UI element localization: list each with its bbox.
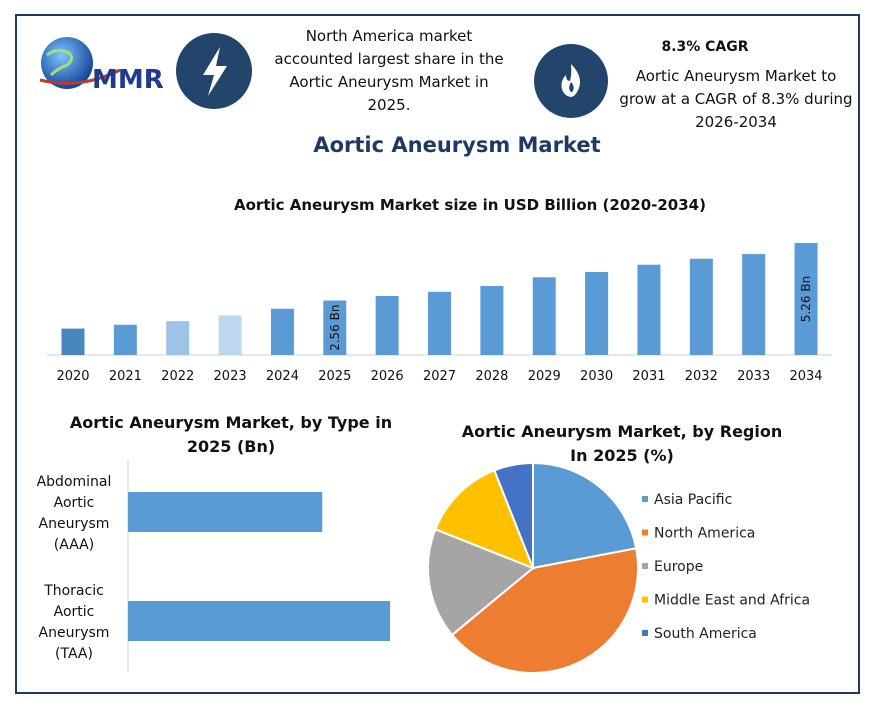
fire-icon <box>534 44 608 118</box>
bar <box>166 321 190 355</box>
bar <box>270 308 294 355</box>
bar <box>532 277 556 355</box>
pie-slice <box>450 547 639 674</box>
bar <box>113 324 137 355</box>
frame <box>15 14 860 694</box>
logo-text: MMR <box>92 65 164 95</box>
y-tick-label: Abdominal Aortic Aneurysm (AAA) <box>37 474 112 553</box>
legend-label: South America <box>654 626 757 642</box>
bar <box>637 264 661 355</box>
x-tick-label: 2021 <box>109 369 142 384</box>
highlight-text: North America market accounted largest s… <box>274 27 504 114</box>
legend-swatch <box>642 563 648 569</box>
bar <box>689 258 713 355</box>
x-tick-label: 2032 <box>685 369 718 384</box>
x-tick-label: 2025 <box>318 369 351 384</box>
logo: MMR <box>39 37 164 95</box>
pie-slice <box>434 469 535 570</box>
x-tick-label: 2026 <box>371 369 404 384</box>
chart-title: Aortic Aneurysm Market size in USD Billi… <box>234 196 706 214</box>
legend-swatch <box>642 529 648 536</box>
legend-swatch <box>642 496 648 502</box>
x-tick-label: 2030 <box>580 369 613 384</box>
x-tick-label: 2024 <box>266 369 299 384</box>
bar <box>128 492 323 532</box>
bar <box>61 328 85 355</box>
x-tick-label: 2034 <box>789 369 822 384</box>
x-tick-label: 2028 <box>475 369 508 384</box>
x-tick-label: 2023 <box>214 369 247 384</box>
chart-title: Aortic Aneurysm Market, by Region In 202… <box>461 422 783 465</box>
chart-title: Aortic Aneurysm Market, by Type in 2025 … <box>69 413 393 456</box>
x-tick-label: 2029 <box>528 369 561 384</box>
x-tick-label: 2033 <box>737 369 770 384</box>
bar <box>794 243 818 355</box>
bar <box>128 601 390 641</box>
main-title: Aortic Aneurysm Market <box>313 133 600 157</box>
x-tick-label: 2020 <box>56 369 89 384</box>
bar <box>480 286 504 355</box>
pie-slice <box>493 461 534 569</box>
legend-swatch <box>642 630 648 636</box>
bar <box>375 296 399 355</box>
y-tick-label: Thoracic Aortic Aneurysm (TAA) <box>39 583 110 662</box>
legend-swatch <box>642 596 648 603</box>
cagr-text: Aortic Aneurysm Market to grow at a CAGR… <box>619 67 853 131</box>
bar <box>218 315 242 355</box>
bar <box>428 291 452 355</box>
legend-label: Asia Pacific <box>654 492 732 508</box>
x-tick-label: 2027 <box>423 369 456 384</box>
legend-label: Europe <box>654 559 703 575</box>
legend-label: Middle East and Africa <box>654 593 810 609</box>
bar <box>323 300 347 355</box>
value-label: 2.56 Bn <box>328 305 342 351</box>
pie-slice <box>427 528 535 637</box>
legend-label: North America <box>654 526 755 542</box>
x-tick-label: 2031 <box>632 369 665 384</box>
bar <box>585 271 609 355</box>
pie-slice <box>532 461 638 570</box>
x-tick-label: 2022 <box>161 369 194 384</box>
cagr-title: 8.3% CAGR <box>661 39 749 55</box>
bar <box>742 254 766 355</box>
value-label: 5.26 Bn <box>799 276 813 322</box>
lightning-icon <box>176 33 252 109</box>
